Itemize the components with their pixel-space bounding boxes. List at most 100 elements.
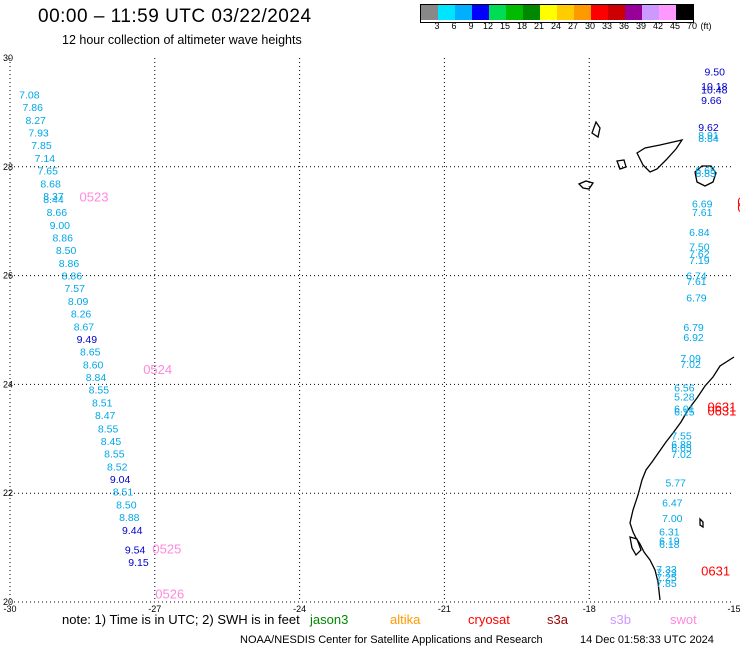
satellite-name-s3a: s3a <box>547 612 568 627</box>
wave-height-value: 8.51 <box>92 398 113 410</box>
x-tick-label: -21 <box>438 604 451 614</box>
legend-label: 45 <box>669 21 680 31</box>
wave-height-value: 6.79 <box>683 322 704 334</box>
wave-height-value: 6.47 <box>662 497 683 509</box>
wave-height-value: 6.92 <box>683 332 704 344</box>
y-tick-label: 26 <box>3 271 13 281</box>
wave-height-value: 8.84 <box>698 133 719 145</box>
wave-height-value: 8.55 <box>104 448 125 460</box>
wave-height-values: 7.087.868.277.937.857.147.658.688.378.44… <box>19 66 727 589</box>
pass-time-label: 0630 <box>737 200 740 215</box>
legend-unit: (ft) <box>700 21 712 31</box>
wave-height-value: 6.69 <box>692 199 713 211</box>
legend-swatch <box>438 5 455 20</box>
wave-height-value: 8.44 <box>43 194 64 206</box>
wave-height-value: 6.56 <box>674 382 695 394</box>
wave-height-value: 6.65 <box>671 442 692 454</box>
wave-height-value: 7.50 <box>689 242 710 254</box>
wave-height-value: 7.08 <box>19 89 40 101</box>
wave-height-value: 8.09 <box>68 296 89 308</box>
wave-height-value: 7.19 <box>689 255 710 267</box>
wave-height-value: 8.55 <box>98 423 119 435</box>
legend-label: 27 <box>567 21 578 31</box>
wave-height-value: 8.60 <box>83 360 104 372</box>
wave-height-value: 7.00 <box>662 513 683 525</box>
page-title: 00:00 – 11:59 UTC 03/22/2024 <box>38 6 312 27</box>
wave-height-value: 6.83 <box>695 168 716 180</box>
x-tick-label: -30 <box>3 604 16 614</box>
wave-height-value: 7.23 <box>656 567 677 579</box>
wave-height-value: 8.84 <box>86 372 107 384</box>
y-tick-label: 28 <box>3 162 13 172</box>
coast-inlet <box>629 536 642 557</box>
credit-text: NOAA/NESDIS Center for Satellite Applica… <box>240 634 543 646</box>
wave-height-value: 9.62 <box>698 122 719 134</box>
wave-height-value: 7.85 <box>656 578 677 590</box>
footnote-text: note: 1) Time is in UTC; 2) SWH is in fe… <box>62 612 300 627</box>
y-tick-label: 22 <box>3 488 13 498</box>
canary-island-tenerife <box>636 139 684 173</box>
legend-swatch <box>506 5 523 20</box>
legend-swatch <box>574 5 591 20</box>
wave-height-value: 9.54 <box>125 545 146 557</box>
pass-time-label: 0631 <box>707 403 736 418</box>
wave-height-value: 7.57 <box>65 283 86 295</box>
page-subtitle: 12 hour collection of altimeter wave hei… <box>62 33 302 47</box>
legend-swatch <box>421 5 438 20</box>
wave-height-value: 7.61 <box>686 276 707 288</box>
wave-height-value: 7.62 <box>689 249 710 261</box>
wave-height-value: 8.55 <box>89 385 110 397</box>
wave-height-value: 10.18 <box>701 81 727 93</box>
legend-label: 24 <box>550 21 561 31</box>
wave-height-value: 8.88 <box>119 512 140 524</box>
legend-swatch <box>608 5 625 20</box>
satellite-name-cryosat: cryosat <box>468 612 510 627</box>
legend-swatch <box>540 5 557 20</box>
legend-swatch <box>625 5 642 20</box>
wave-height-value: 10.48 <box>701 84 727 96</box>
color-scale-legend <box>420 4 694 23</box>
lat-lon-grid <box>9 58 734 603</box>
wave-height-value: 6.84 <box>689 227 710 239</box>
satellite-name-altika: altika <box>390 612 421 627</box>
legend-label: 33 <box>601 21 612 31</box>
wave-height-value: 7.14 <box>35 153 56 165</box>
wave-height-value: 7.93 <box>28 127 49 139</box>
legend-swatch <box>489 5 506 20</box>
legend-label: 12 <box>482 21 493 31</box>
legend-label: 3 <box>434 21 440 31</box>
legend-label: 6 <box>451 21 457 31</box>
legend-swatch <box>676 5 693 20</box>
legend-swatch <box>591 5 608 20</box>
pass-time-label: 0631 <box>701 563 730 578</box>
generation-timestamp: 14 Dec 01:58:33 UTC 2024 <box>580 634 714 646</box>
legend-label: 70 <box>686 21 697 31</box>
pass-time-label: 0525 <box>152 542 181 557</box>
wave-height-value: 6.19 <box>659 535 680 547</box>
pass-time-label: 0630 <box>737 195 740 210</box>
pass-time-label: 0523 <box>80 190 109 205</box>
wave-height-value: 6.18 <box>659 539 680 551</box>
wave-height-value: 7.02 <box>671 449 692 461</box>
wave-height-value: 7.86 <box>23 102 44 114</box>
legend-swatch <box>472 5 489 20</box>
wave-height-value: 6.01 <box>674 404 695 416</box>
africa-coast <box>629 356 735 601</box>
wave-height-value: 7.09 <box>680 353 701 365</box>
wave-height-value: 6.31 <box>659 527 680 539</box>
wave-height-value: 8.52 <box>107 461 128 473</box>
wave-height-value: 6.79 <box>686 293 707 305</box>
wave-height-value: 9.50 <box>705 66 726 78</box>
pass-time-label: 0524 <box>143 362 172 377</box>
legend-label: 15 <box>499 21 510 31</box>
satellite-name-jason3: jason3 <box>310 612 349 627</box>
x-tick-label: -27 <box>148 604 161 614</box>
pass-time-label: 0526 <box>155 587 184 602</box>
wave-height-value: 8.67 <box>74 322 95 334</box>
legend-swatch <box>557 5 574 20</box>
coast-islet <box>699 517 704 529</box>
wave-height-value: 9.00 <box>50 220 71 232</box>
wave-height-value: 6.15 <box>674 406 695 418</box>
x-tick-label: -18 <box>583 604 596 614</box>
